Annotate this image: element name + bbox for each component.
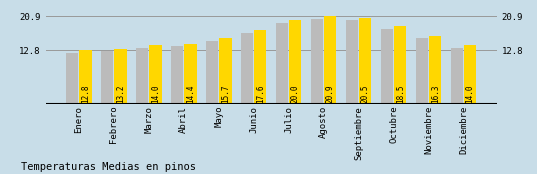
Bar [219, 38, 231, 104]
Bar [79, 50, 92, 104]
Bar [464, 45, 476, 104]
Bar [324, 16, 336, 104]
Text: 12.8: 12.8 [81, 85, 90, 103]
Text: Temperaturas Medias en pinos: Temperaturas Medias en pinos [21, 162, 197, 172]
Bar [429, 36, 441, 104]
Text: 18.5: 18.5 [396, 85, 405, 103]
Text: 14.0: 14.0 [466, 85, 475, 103]
Text: 16.3: 16.3 [431, 85, 440, 103]
Text: 20.0: 20.0 [291, 85, 300, 103]
Text: 13.2: 13.2 [116, 85, 125, 103]
Bar [346, 20, 358, 104]
Text: 20.9: 20.9 [326, 85, 335, 103]
Bar [149, 45, 162, 104]
Bar [416, 38, 428, 104]
Bar [381, 29, 393, 104]
Bar [289, 20, 301, 104]
Bar [66, 53, 78, 104]
Bar [171, 46, 183, 104]
Bar [101, 51, 113, 104]
Text: 17.6: 17.6 [256, 85, 265, 103]
Text: 14.4: 14.4 [186, 85, 195, 103]
Bar [394, 26, 407, 104]
Bar [184, 44, 197, 104]
Bar [206, 41, 218, 104]
Bar [276, 22, 288, 104]
Bar [136, 48, 148, 104]
Bar [241, 33, 253, 104]
Bar [359, 18, 372, 104]
Text: 15.7: 15.7 [221, 85, 230, 103]
Text: 20.5: 20.5 [361, 85, 370, 103]
Bar [114, 49, 127, 104]
Bar [451, 48, 463, 104]
Text: 14.0: 14.0 [151, 85, 160, 103]
Bar [311, 19, 323, 104]
Bar [254, 30, 266, 104]
